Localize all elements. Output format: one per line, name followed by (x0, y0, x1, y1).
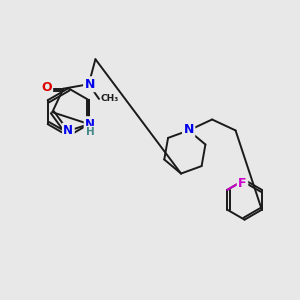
Text: CH₃: CH₃ (101, 94, 119, 103)
Text: N: N (63, 124, 73, 137)
Text: O: O (41, 81, 52, 94)
Text: N: N (85, 78, 95, 91)
Text: H: H (86, 127, 94, 137)
Text: N: N (184, 123, 194, 136)
Text: F: F (238, 177, 247, 190)
Text: N: N (85, 118, 95, 130)
